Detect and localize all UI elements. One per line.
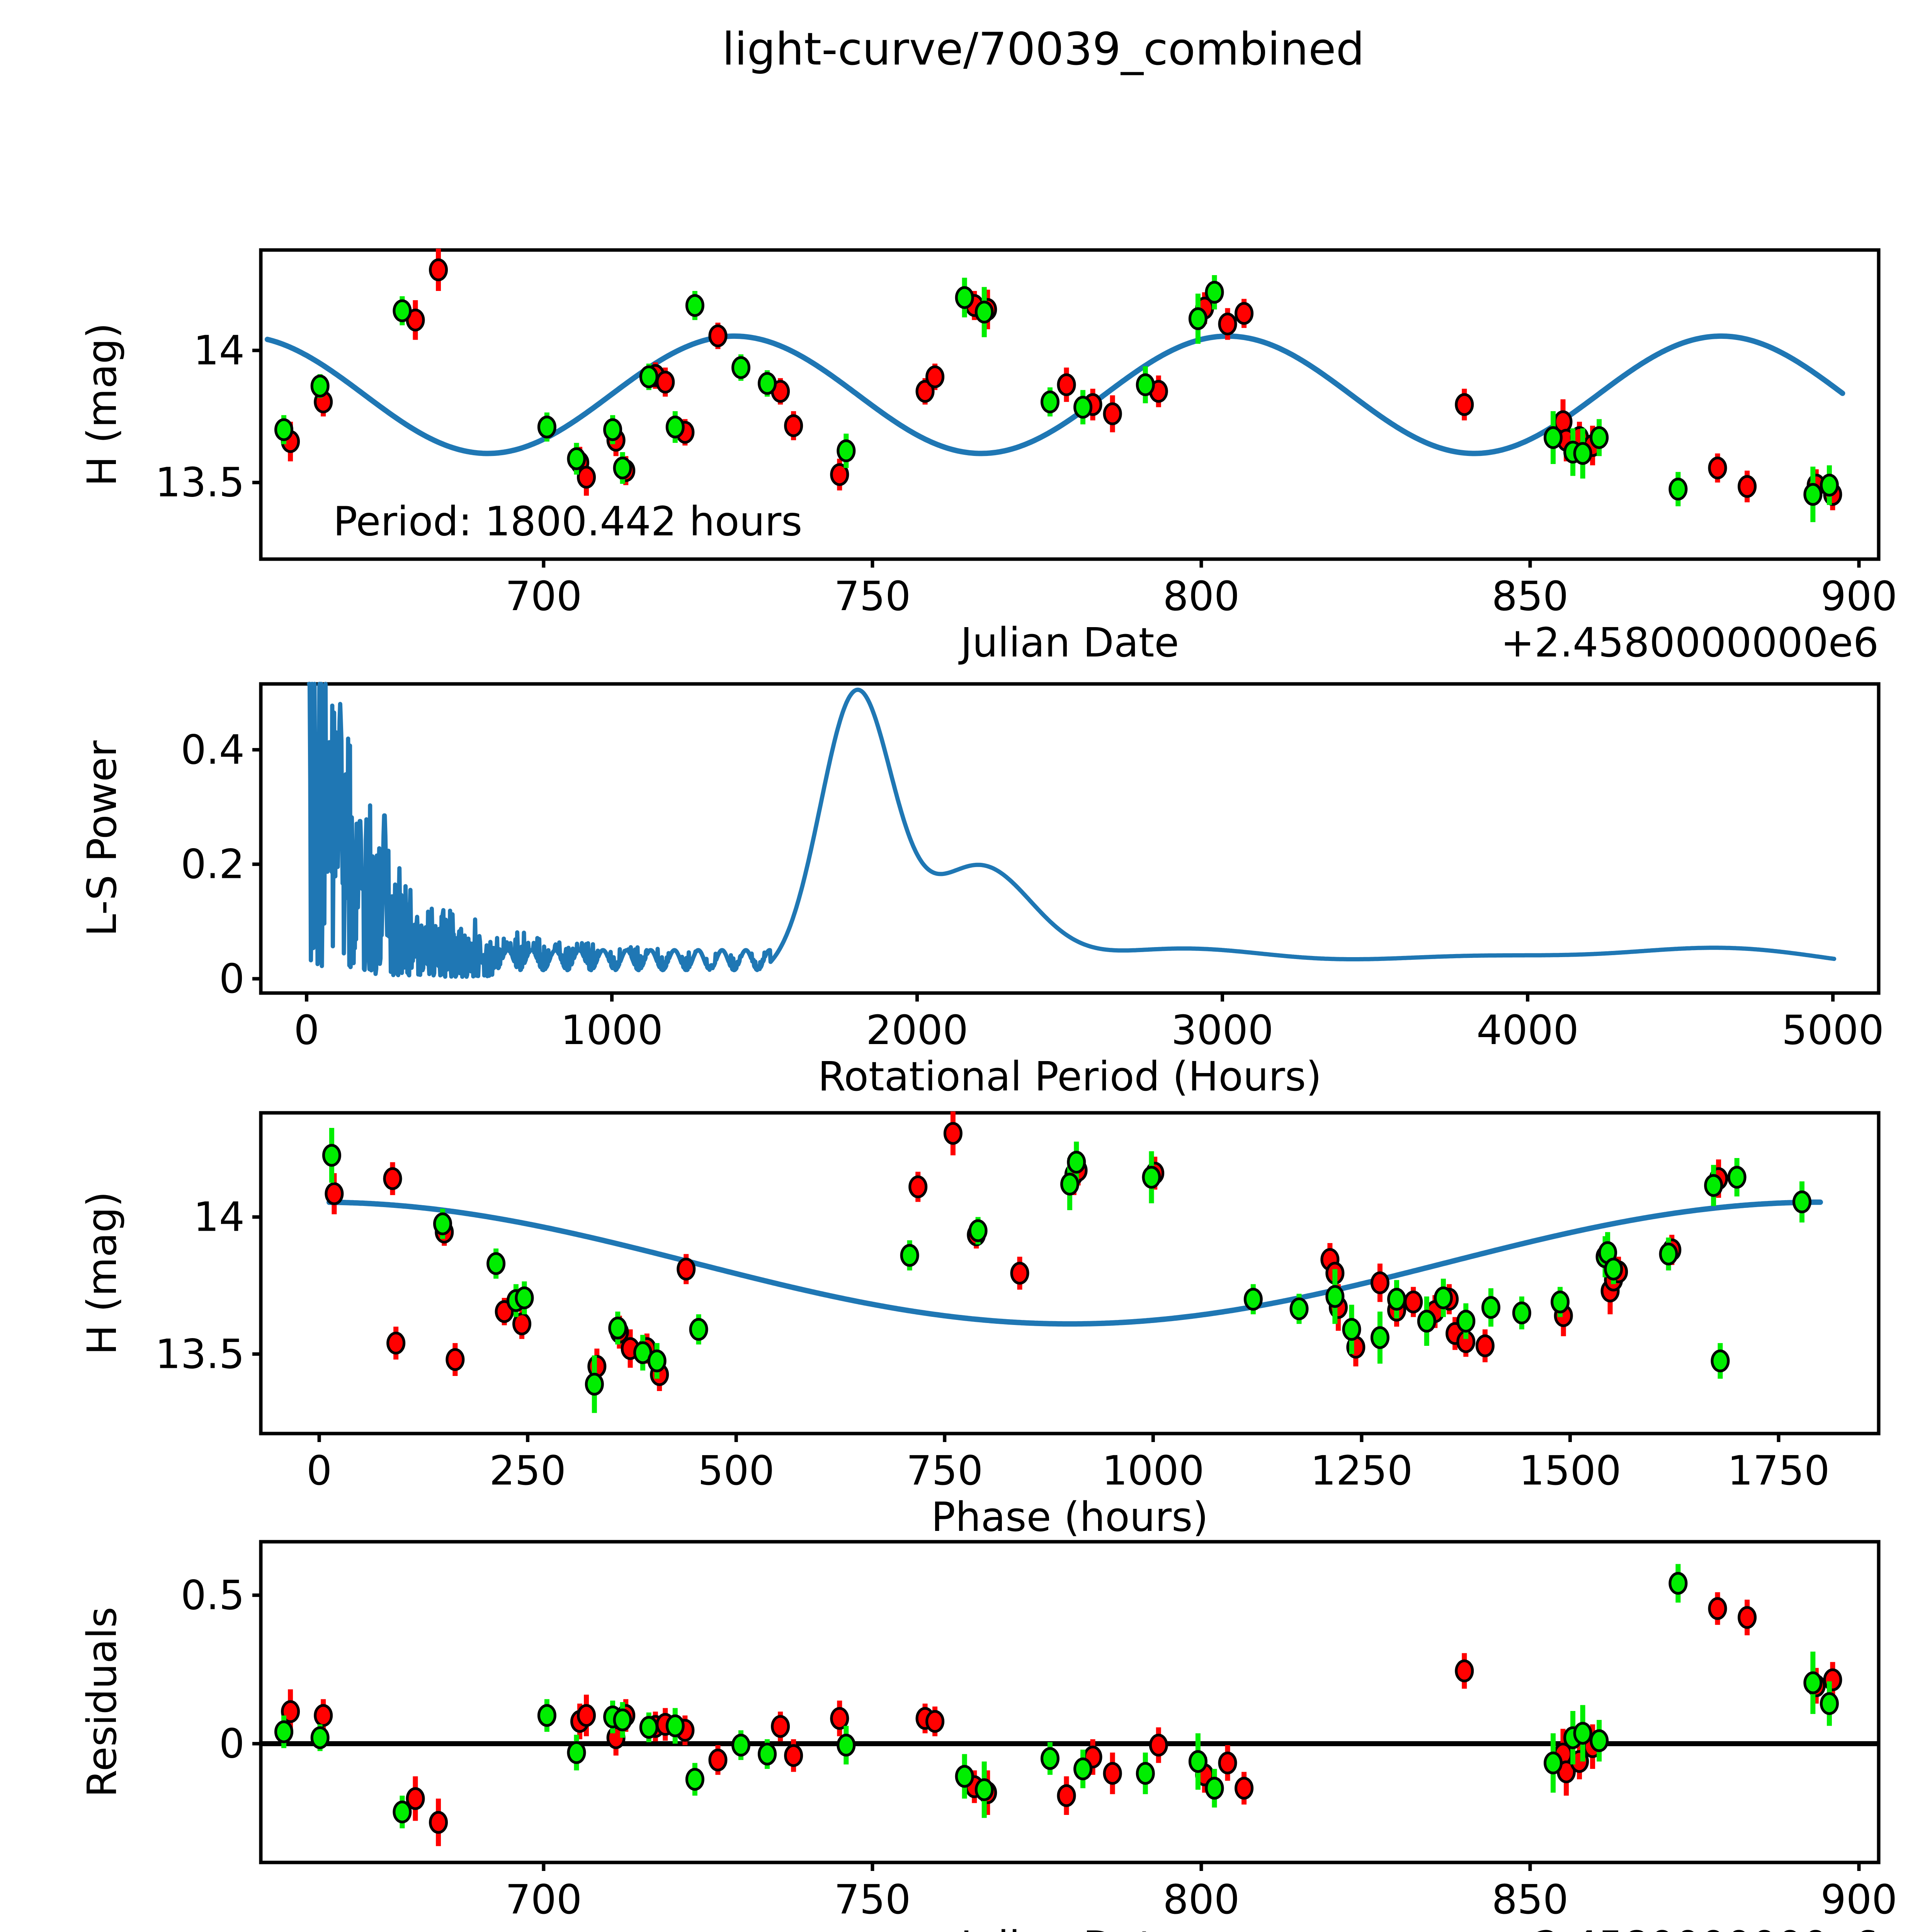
errorbars-red-band [288, 1592, 1835, 1846]
svg-text:850: 850 [1492, 1876, 1569, 1923]
svg-text:1500: 1500 [1519, 1447, 1621, 1494]
x-axis-ticks: 700 750 800 850 900 [505, 559, 1898, 620]
y-axis-label: H (mag) [78, 323, 126, 486]
x-axis-label: Julian Date [958, 1922, 1179, 1932]
sinusoid-fit-curve [265, 333, 1845, 456]
axes-frame [259, 1540, 1881, 1864]
svg-text:14: 14 [194, 327, 245, 374]
svg-text:850: 850 [1492, 573, 1569, 620]
svg-text:0: 0 [219, 1720, 245, 1767]
datapoints-red-band [281, 1597, 1842, 1834]
y-axis-ticks: 13.5 14 [155, 1194, 261, 1378]
y-axis-label: L-S Power [78, 740, 126, 936]
svg-text:500: 500 [698, 1447, 775, 1494]
svg-text:13.5: 13.5 [155, 1330, 245, 1378]
datapoints-green-band [274, 281, 1839, 506]
periodogram-plot: 0 1000 2000 3000 4000 5000 0 0.2 0.4 Rotational P… [78, 682, 1884, 1100]
light-curve-plot: 700 750 800 850 900 13.5 14 Period: 1800.442 ho… [78, 248, 1898, 666]
svg-text:250: 250 [489, 1447, 566, 1494]
svg-text:700: 700 [505, 573, 582, 620]
datapoints-red-band [325, 1122, 1728, 1386]
svg-text:0: 0 [306, 1447, 332, 1494]
x-axis-ticks: 700 750 800 850 900 [505, 1862, 1898, 1923]
phase-folded-plot: 0 250 500 750 1000 1250 1500 1750 13.5 14 Phase (h… [78, 1111, 1881, 1541]
svg-text:0: 0 [294, 1007, 319, 1054]
svg-text:800: 800 [1163, 573, 1240, 620]
svg-text:0.5: 0.5 [181, 1571, 245, 1619]
axes-frame [259, 248, 1881, 561]
page-title: light-curve/70039_combined [722, 23, 1365, 75]
x-axis-offset-label: +2.4580000000e6 [1501, 1922, 1879, 1932]
svg-text:1000: 1000 [561, 1007, 663, 1054]
y-axis-label: H (mag) [78, 1191, 126, 1355]
svg-text:0: 0 [219, 955, 245, 1002]
svg-text:700: 700 [505, 1876, 582, 1923]
y-axis-label: Residuals [78, 1607, 126, 1797]
ls-power-curve [307, 682, 1837, 979]
panel-phase-folded: 0 250 500 750 1000 1250 1500 1750 13.5 14 Phase (h… [0, 1101, 1932, 1604]
svg-text:1750: 1750 [1728, 1447, 1830, 1494]
datapoints-green-band [274, 1572, 1839, 1823]
svg-text:5000: 5000 [1782, 1007, 1884, 1054]
axes-frame [259, 682, 1881, 995]
svg-text:0.4: 0.4 [181, 726, 245, 773]
x-axis-offset-label: +2.4580000000e6 [1501, 619, 1879, 666]
errorbars-green-band [281, 1564, 1832, 1828]
axes-frame [259, 1111, 1881, 1435]
svg-text:2000: 2000 [866, 1007, 968, 1054]
datapoints-red-band [281, 258, 1842, 506]
svg-text:1250: 1250 [1311, 1447, 1413, 1494]
svg-text:3000: 3000 [1171, 1007, 1274, 1054]
svg-text:750: 750 [834, 1876, 911, 1923]
panel-light-curve: 700 750 800 850 900 13.5 14 Period: 1800.442 ho… [0, 193, 1932, 680]
panel-periodogram: 0 1000 2000 3000 4000 5000 0 0.2 0.4 Rotational P… [0, 672, 1932, 1136]
errorbars-red-band [332, 1111, 1721, 1391]
svg-text:1000: 1000 [1102, 1447, 1204, 1494]
svg-text:0.2: 0.2 [181, 841, 245, 888]
x-axis-label: Rotational Period (Hours) [818, 1053, 1322, 1100]
svg-text:900: 900 [1821, 1876, 1898, 1923]
svg-text:13.5: 13.5 [155, 459, 245, 506]
svg-text:800: 800 [1163, 1876, 1240, 1923]
sinusoid-fit-curve [327, 1199, 1823, 1327]
x-axis-label: Julian Date [958, 619, 1179, 666]
x-axis-ticks: 0 1000 2000 3000 4000 5000 [294, 993, 1884, 1054]
svg-text:750: 750 [906, 1447, 983, 1494]
x-axis-ticks: 0 250 500 750 1000 1250 1500 1750 [306, 1434, 1830, 1494]
svg-text:4000: 4000 [1476, 1007, 1579, 1054]
y-axis-ticks: 00.5 [181, 1571, 261, 1767]
y-axis-ticks: 0 0.2 0.4 [181, 726, 261, 1002]
period-annotation: Period: 1800.442 hours [333, 498, 802, 545]
x-axis-label: Phase (hours) [931, 1493, 1208, 1541]
y-axis-ticks: 13.5 14 [155, 327, 261, 506]
datapoints-green-band [322, 1144, 1811, 1396]
svg-text:750: 750 [834, 573, 911, 620]
svg-text:14: 14 [194, 1194, 245, 1241]
svg-text:900: 900 [1821, 573, 1898, 620]
